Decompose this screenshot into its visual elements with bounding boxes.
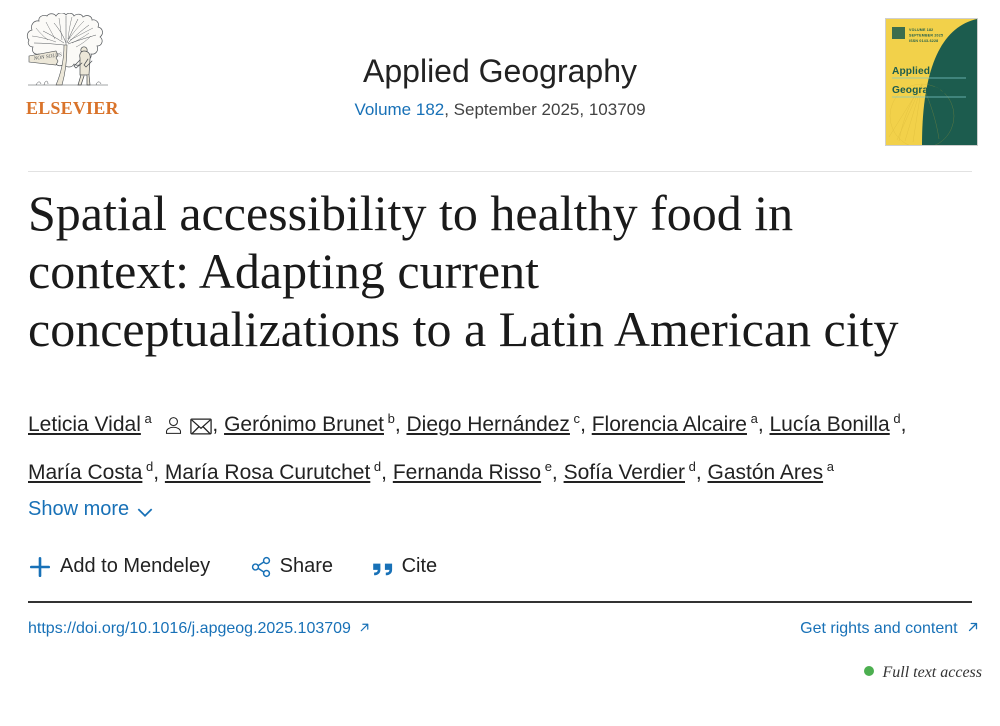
svg-text:SEPTEMBER 2025: SEPTEMBER 2025	[909, 34, 943, 38]
svg-text:ISSN 0143-6228: ISSN 0143-6228	[909, 39, 938, 43]
svg-text:Geography: Geography	[892, 85, 947, 96]
svg-text:Applied: Applied	[892, 66, 930, 77]
svg-text:VOLUME 182: VOLUME 182	[909, 28, 933, 32]
